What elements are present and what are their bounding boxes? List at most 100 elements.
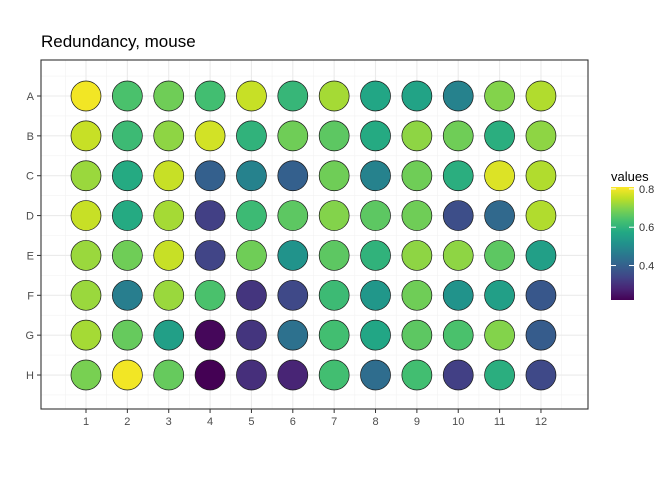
well-G8: [360, 319, 391, 351]
well-H10: [442, 359, 474, 391]
well-G11: [484, 319, 515, 351]
well-F1: [70, 279, 102, 311]
well-B5: [236, 120, 267, 152]
x-tick-label: 9: [414, 416, 420, 428]
well-B12: [525, 120, 557, 152]
well-G9: [401, 319, 433, 351]
x-tick-label: 11: [494, 416, 505, 428]
well-H12: [525, 359, 557, 391]
well-A3: [153, 80, 185, 112]
well-B10: [442, 120, 474, 152]
well-E1: [70, 240, 102, 271]
x-tick-label: 12: [535, 416, 547, 428]
well-H11: [484, 359, 515, 391]
y-tick-label: H: [26, 370, 34, 382]
x-tick-label: 1: [83, 416, 89, 428]
well-C2: [112, 160, 143, 192]
well-A1: [70, 80, 102, 112]
well-B11: [484, 120, 515, 152]
x-tick-label: 2: [124, 416, 130, 428]
well-D2: [112, 200, 143, 231]
well-D4: [194, 200, 226, 231]
well-C9: [401, 160, 433, 192]
well-F8: [360, 279, 391, 311]
well-D3: [153, 200, 185, 231]
well-A10: [442, 80, 474, 112]
legend-title: values: [611, 169, 649, 184]
well-F5: [236, 279, 267, 311]
well-D7: [318, 200, 350, 231]
well-B9: [401, 120, 433, 152]
well-E6: [277, 240, 309, 271]
well-C11: [484, 160, 515, 192]
legend-tick-label: 0.8: [639, 184, 654, 196]
well-E10: [442, 240, 474, 271]
plate-wells: [70, 80, 557, 391]
x-tick-label: 8: [372, 416, 378, 428]
well-D5: [236, 200, 267, 231]
well-B8: [360, 120, 391, 152]
well-B3: [153, 120, 185, 152]
well-C5: [236, 160, 267, 192]
y-tick-label: E: [27, 250, 34, 262]
well-F6: [277, 279, 309, 311]
well-F9: [401, 279, 433, 311]
legend-colorbar: [611, 187, 634, 300]
well-H1: [70, 359, 102, 391]
well-C3: [153, 160, 185, 192]
y-tick-label: A: [27, 91, 35, 103]
well-D8: [360, 200, 391, 231]
x-tick-label: 10: [452, 416, 464, 428]
well-C4: [194, 160, 226, 192]
well-E4: [194, 240, 226, 271]
well-A12: [525, 80, 557, 112]
well-G6: [277, 319, 309, 351]
well-A4: [194, 80, 226, 112]
well-A9: [401, 80, 433, 112]
well-H9: [401, 359, 433, 391]
x-tick-label: 4: [207, 416, 213, 428]
y-tick-label: B: [27, 131, 34, 143]
well-D11: [484, 200, 515, 231]
well-E7: [318, 240, 350, 271]
well-F10: [442, 279, 474, 311]
well-D12: [525, 200, 557, 231]
well-H3: [153, 359, 185, 391]
well-F12: [525, 279, 557, 311]
well-G5: [236, 319, 267, 351]
well-E3: [153, 240, 185, 271]
legend-tick-label: 0.4: [639, 261, 654, 273]
well-E12: [525, 240, 557, 271]
well-H7: [318, 359, 350, 391]
well-A7: [318, 80, 350, 112]
well-H8: [360, 359, 391, 391]
well-B6: [277, 120, 309, 152]
well-A6: [277, 80, 309, 112]
well-D9: [401, 200, 433, 231]
well-G4: [194, 319, 226, 351]
y-tick-label: G: [25, 330, 34, 342]
well-C10: [442, 160, 474, 192]
panel-border: [40, 59, 589, 410]
well-F2: [112, 279, 143, 311]
well-D1: [70, 200, 102, 231]
well-H4: [194, 359, 226, 391]
well-H6: [277, 359, 309, 391]
well-G1: [70, 319, 102, 351]
well-D10: [442, 200, 474, 231]
well-A8: [360, 80, 391, 112]
y-tick-label: F: [27, 290, 34, 302]
legend-tick-label: 0.6: [639, 222, 654, 234]
well-D6: [277, 200, 309, 231]
well-E9: [401, 240, 433, 271]
well-C12: [525, 160, 557, 192]
well-F11: [484, 279, 515, 311]
chart-title: Redundancy, mouse: [41, 32, 196, 51]
well-C1: [70, 160, 102, 192]
x-tick-label: 3: [166, 416, 172, 428]
x-tick-label: 6: [290, 416, 296, 428]
well-H2: [112, 359, 143, 391]
